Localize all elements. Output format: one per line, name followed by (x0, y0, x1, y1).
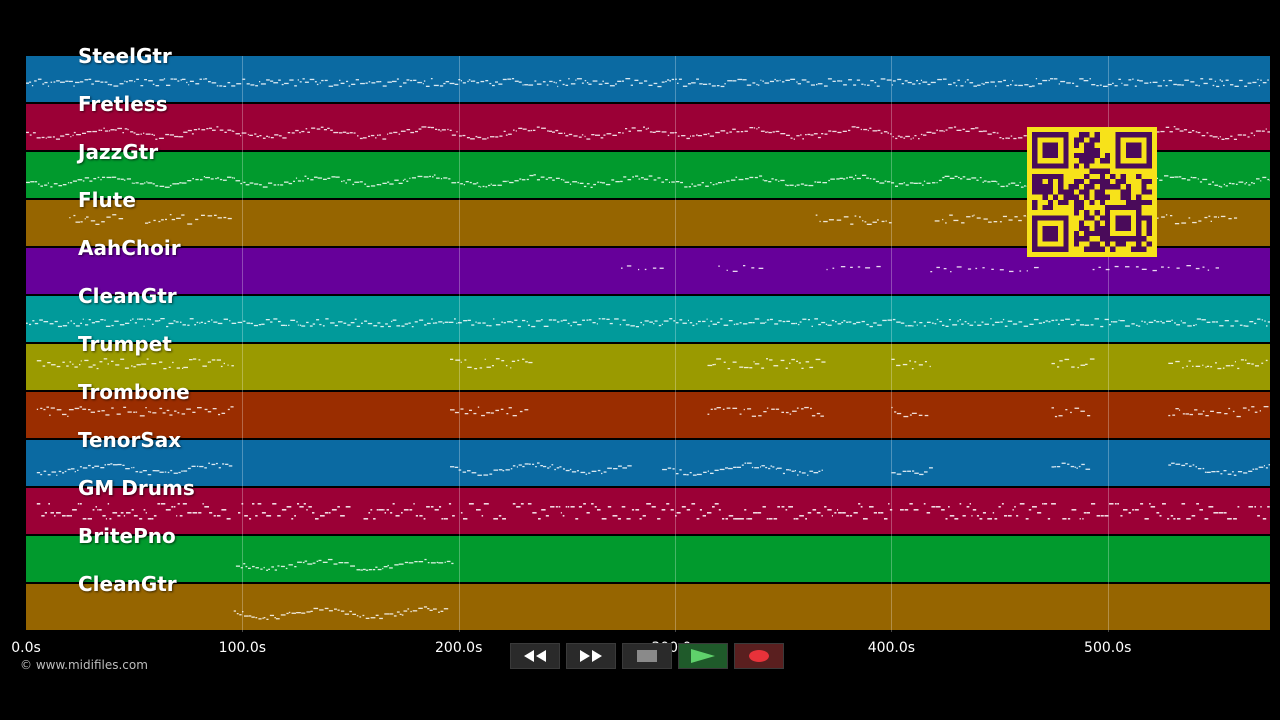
track-name: CleanGtr (78, 284, 177, 308)
track-name: Flute (78, 188, 136, 212)
track-lane (26, 56, 1270, 102)
track-notes (36, 503, 1270, 520)
time-tick-label: 0.0s (11, 640, 41, 656)
track-notes (36, 462, 1270, 476)
track-name: JazzGtr (78, 140, 159, 164)
track-name: Trumpet (78, 332, 172, 356)
track-lane (26, 296, 1270, 342)
track-name: SteelGtr (78, 44, 172, 68)
track-notes (36, 406, 1269, 418)
track-name: AahChoir (78, 236, 181, 260)
track-notes (26, 318, 1270, 328)
track-name: BritePno (78, 524, 176, 548)
time-tick-label: 200.0s (435, 640, 483, 656)
track-notes (621, 265, 1219, 273)
track-lane (26, 536, 1270, 582)
track-lane (26, 344, 1270, 390)
rewind-button[interactable] (510, 643, 560, 669)
track-name: Trombone (78, 380, 190, 404)
track-notes (233, 606, 449, 620)
stop-button[interactable] (622, 643, 672, 669)
track-name: Fretless (78, 92, 168, 116)
track-lane (26, 440, 1270, 486)
track-lane (26, 488, 1270, 534)
record-icon (749, 650, 769, 662)
track-name: CleanGtr (78, 572, 177, 596)
time-tick-label: 400.0s (867, 640, 916, 656)
track-notes (36, 358, 1268, 370)
play-button[interactable] (678, 643, 728, 669)
track-name: TenorSax (78, 428, 182, 452)
record-button[interactable] (734, 643, 784, 669)
play-icon (691, 649, 715, 663)
track-name: GM Drums (78, 476, 195, 500)
transport-controls (510, 643, 784, 669)
gridline (891, 56, 893, 632)
fast-forward-button[interactable] (566, 643, 616, 669)
copyright-text: © www.midifiles.com (20, 658, 148, 672)
time-tick-label: 500.0s (1084, 640, 1132, 656)
gridline (458, 56, 460, 632)
track-notes (235, 558, 454, 571)
qr-code-icon (1027, 127, 1157, 257)
rewind-icon (524, 650, 546, 662)
track-notes (26, 78, 1269, 88)
fast-forward-icon (580, 650, 602, 662)
stop-icon (637, 650, 657, 662)
track-lane (26, 584, 1270, 630)
gridline (1107, 56, 1109, 632)
track-lane (26, 392, 1270, 438)
gridline (675, 56, 677, 632)
gridline (242, 56, 244, 632)
time-tick-label: 100.0s (218, 640, 267, 656)
